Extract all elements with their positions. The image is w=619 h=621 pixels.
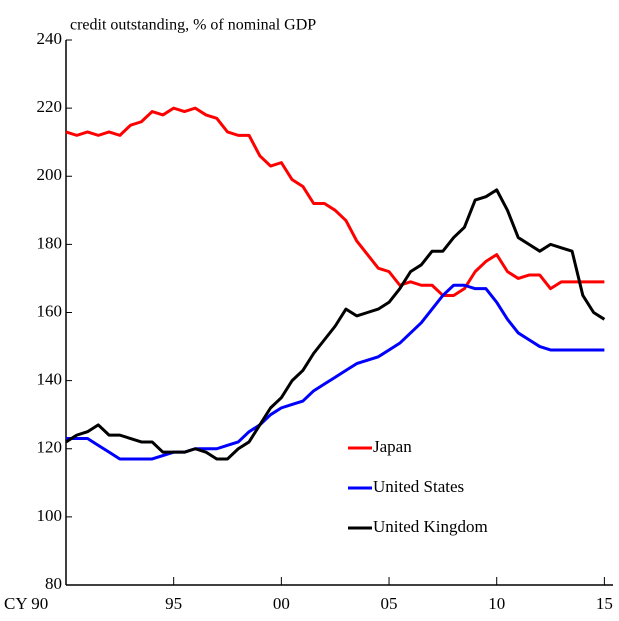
y-tick-label: 120 <box>37 438 63 457</box>
y-tick-label: 220 <box>37 97 63 116</box>
y-tick-label: 180 <box>37 233 63 252</box>
y-tick-label: 140 <box>37 370 63 389</box>
x-tick-label: 15 <box>596 594 613 613</box>
line <box>65 106 605 297</box>
x-tick-label: 10 <box>488 594 505 613</box>
y-tick-label: 80 <box>45 574 62 593</box>
x-tick-label: 95 <box>165 594 182 613</box>
legend-label: United Kingdom <box>373 517 488 536</box>
y-tick-label: 200 <box>37 165 63 184</box>
chart-title: credit outstanding, % of nominal GDP <box>70 17 316 34</box>
line <box>66 283 605 461</box>
legend-label: Japan <box>373 437 412 456</box>
x-tick-label: 00 <box>273 594 290 613</box>
line <box>65 188 606 461</box>
y-tick-label: 240 <box>37 29 63 48</box>
x-tick-label: 05 <box>381 594 398 613</box>
legend-label: United States <box>373 477 464 496</box>
y-tick-label: 160 <box>37 301 63 320</box>
x-tick-label: CY 90 <box>4 594 48 613</box>
y-tick-label: 100 <box>37 506 63 525</box>
